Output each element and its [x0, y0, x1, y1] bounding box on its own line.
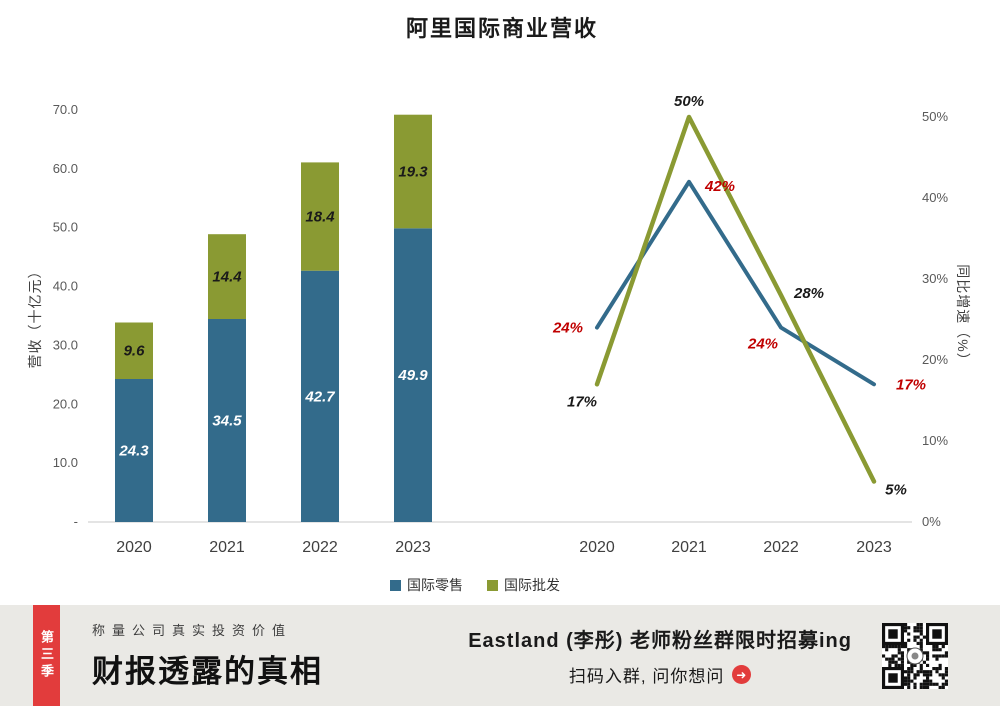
- y-tick-left: 50.0: [53, 220, 78, 235]
- banner-tagline: 称量公司真实投资价值: [92, 623, 293, 638]
- bar-value-label: 18.4: [305, 209, 335, 226]
- x-category-label: 2022: [302, 539, 338, 556]
- promo-line1: Eastland (李彤) 老师粉丝群限时招募ing: [468, 630, 852, 652]
- x-category-label: 2020: [579, 539, 615, 556]
- y-tick-right: 20%: [922, 352, 948, 367]
- banner-headline: 财报透露的真相: [92, 654, 323, 689]
- x-category-label: 2022: [763, 539, 799, 556]
- x-category-label: 2023: [395, 539, 431, 556]
- line-series: [594, 114, 877, 484]
- line-series: [595, 179, 876, 387]
- legend-label: 国际批发: [504, 577, 560, 593]
- bar-value-label: 9.6: [124, 343, 146, 360]
- point-value-label: 28%: [793, 285, 824, 302]
- bar-value-label: 19.3: [398, 164, 428, 181]
- revenue-chart: 阿里国际商业营收 - 10.0 20.0 30.0 40.0 50.0 60.0 70.0 营收（…: [27, 16, 971, 593]
- bar-segment: [301, 162, 339, 271]
- point-value-label: 5%: [885, 482, 907, 499]
- chart-title: 阿里国际商业营收: [406, 16, 598, 41]
- point-value-label: 24%: [747, 336, 778, 353]
- bar-segment: [301, 270, 339, 522]
- season-tab: 第三季: [33, 605, 60, 706]
- y-tick-right: 40%: [922, 190, 948, 205]
- legend-label: 国际零售: [407, 577, 463, 593]
- legend-swatch: [487, 580, 498, 591]
- bar-segment: [208, 234, 246, 319]
- bar-value-label: 49.9: [397, 367, 428, 384]
- y-tick-right: 0%: [922, 514, 941, 529]
- banner-promo-block: Eastland (李彤) 老师粉丝群限时招募ing 扫码入群, 问你想问 ➜: [468, 624, 852, 687]
- point-value-label: 17%: [896, 376, 926, 393]
- right-axis-title: 同比增速（%）: [955, 264, 971, 367]
- bar-segment: [115, 379, 153, 522]
- bar-segment: [115, 322, 153, 379]
- y-tick-left: 20.0: [53, 396, 78, 411]
- point-value-label: 50%: [674, 93, 704, 110]
- bar-value-label: 42.7: [304, 388, 335, 405]
- x-category-label: 2021: [209, 539, 245, 556]
- bar-segment: [394, 114, 432, 229]
- bar-value-label: 14.4: [212, 269, 242, 286]
- y-tick-left: -: [74, 514, 78, 529]
- arrow-icon: ➜: [732, 665, 752, 684]
- promo-line2-text: 扫码入群, 问你想问: [568, 667, 725, 686]
- y-tick-right: 50%: [922, 109, 948, 124]
- y-tick-right: 10%: [922, 433, 948, 448]
- bar-segment: [208, 318, 246, 522]
- y-tick-left: 10.0: [53, 455, 78, 470]
- y-tick-left: 60.0: [53, 161, 78, 176]
- x-category-label: 2021: [671, 539, 707, 556]
- bar-segment: [394, 228, 432, 523]
- left-axis-title: 营收（十亿元）: [27, 264, 43, 369]
- bar-value-label: 24.3: [118, 443, 149, 460]
- promo-line2: 扫码入群, 问你想问 ➜: [568, 662, 752, 687]
- point-value-label: 24%: [552, 320, 583, 337]
- x-category-label: 2020: [116, 539, 152, 556]
- banner-title-block: 称量公司真实投资价值 财报透露的真相: [92, 620, 323, 691]
- point-value-label: 42%: [704, 178, 735, 195]
- y-tick-right: 30%: [922, 271, 948, 286]
- qr-code: [882, 622, 948, 689]
- y-tick-left: 40.0: [53, 279, 78, 294]
- bar-value-label: 34.5: [212, 413, 242, 430]
- point-value-label: 17%: [567, 393, 597, 410]
- y-tick-left: 30.0: [53, 337, 78, 352]
- x-category-label: 2023: [856, 539, 892, 556]
- y-tick-left: 70.0: [53, 102, 78, 117]
- legend-swatch: [390, 580, 401, 591]
- banner: 第三季 称量公司真实投资价值 财报透露的真相 Eastland (李彤) 老师粉…: [0, 605, 1000, 706]
- qr-code-image: [882, 622, 948, 689]
